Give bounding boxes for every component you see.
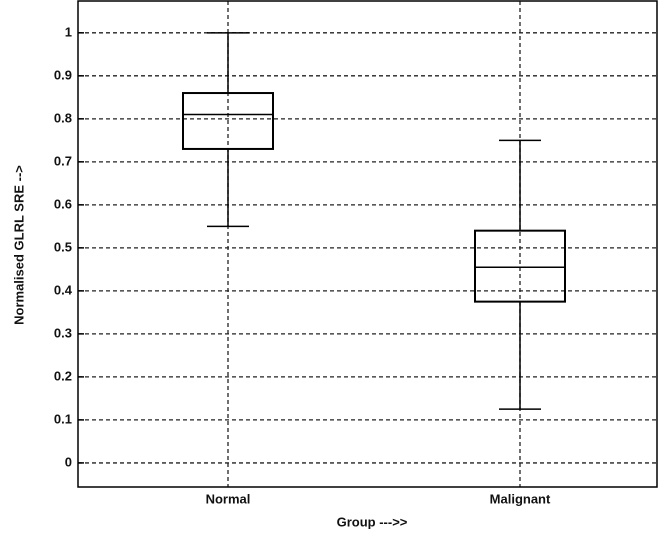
y-tick-label: 0.7 <box>54 153 72 168</box>
x-tick-label: Normal <box>206 491 251 506</box>
y-tick-label: 0.3 <box>54 325 72 340</box>
y-tick-label: 0.5 <box>54 239 72 254</box>
y-tick-label: 0.6 <box>54 196 72 211</box>
chart: Group --->> Normalised GLRL SRE --> 0 0.1… <box>0 0 658 538</box>
x-axis-label: Group --->> <box>337 514 408 529</box>
x-tick-label: Malignant <box>490 491 551 506</box>
y-tick-label: 0.1 <box>54 411 72 426</box>
y-tick-label: 0.2 <box>54 368 72 383</box>
y-tick-label: 1 <box>65 24 72 39</box>
plot-frame <box>78 1 657 487</box>
page: Group --->> Normalised GLRL SRE --> 0 0.1… <box>0 0 658 538</box>
y-tick-label: 0.8 <box>54 110 72 125</box>
y-tick-label: 0.4 <box>54 282 73 297</box>
y-axis-label: Normalised GLRL SRE --> <box>11 165 26 325</box>
y-tick-label: 0.9 <box>54 67 72 82</box>
y-tick-label: 0 <box>65 454 72 469</box>
